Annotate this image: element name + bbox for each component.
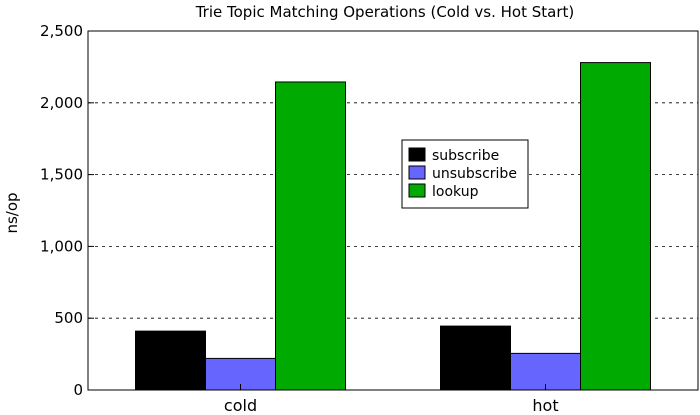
bars: [135, 62, 651, 391]
bar-subscribe-cold: [135, 330, 206, 391]
bar-lookup-hot: [580, 62, 651, 391]
y-tick-label: 2,000: [40, 94, 83, 112]
legend-label-subscribe: subscribe: [432, 148, 499, 164]
x-tick-label: cold: [224, 396, 257, 415]
y-tick-label: 2,500: [40, 22, 83, 40]
legend-label-unsubscribe: unsubscribe: [432, 166, 517, 182]
y-axis-label: ns/op: [3, 192, 21, 233]
y-tick-label: 1,500: [40, 166, 83, 184]
bar-subscribe-hot: [440, 325, 511, 391]
legend-swatch-unsubscribe: [408, 165, 426, 180]
chart-title: Trie Topic Matching Operations (Cold vs.…: [195, 3, 575, 21]
y-axis-ticks: 0 500 1,000 1,500 2,000 2,500: [40, 22, 94, 399]
y-tick-label: 1,000: [40, 237, 83, 255]
legend-label-lookup: lookup: [432, 184, 479, 200]
bar-lookup-cold: [275, 81, 346, 391]
bar-unsubscribe-hot: [510, 352, 581, 391]
y-tick-label: 500: [54, 309, 83, 327]
plot-frame: [87, 30, 699, 391]
x-tick-label: hot: [532, 396, 558, 415]
legend-swatch-subscribe: [408, 147, 426, 162]
legend-swatch-lookup: [408, 183, 426, 198]
y-tick-label: 0: [73, 381, 83, 399]
x-axis-ticks: cold hot: [224, 384, 559, 415]
legend: subscribe unsubscribe lookup: [401, 139, 529, 209]
